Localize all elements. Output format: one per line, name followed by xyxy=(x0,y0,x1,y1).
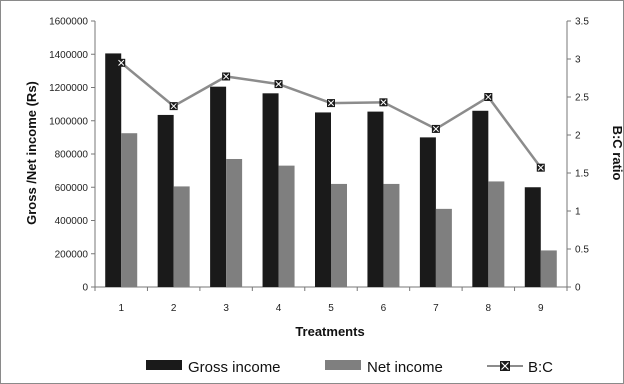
bar-net-income xyxy=(488,181,505,287)
x-axis-ticks: 1 2 3 4 5 6 7 8 9 xyxy=(94,287,568,314)
y-tick-label: 1000000 xyxy=(49,116,88,127)
bc-point-x-icon xyxy=(537,164,544,171)
legend-swatch-net xyxy=(325,360,361,370)
bar-gross-income xyxy=(419,137,436,287)
bc-point-x-icon xyxy=(118,59,125,66)
bar-gross-income xyxy=(524,187,541,287)
bar-gross-income xyxy=(472,110,489,288)
x-tick-label: 7 xyxy=(433,303,439,314)
y-tick-label: 800000 xyxy=(55,150,89,161)
bar-gross-income xyxy=(315,112,331,287)
y2-tick-label: 2 xyxy=(575,131,581,142)
bc-point-x-icon xyxy=(223,73,230,80)
x-axis-title: Treatments xyxy=(295,324,364,339)
bc-point-x-icon xyxy=(170,103,177,110)
legend-swatch-gross xyxy=(146,360,182,370)
x-tick-label: 8 xyxy=(486,303,492,314)
x-tick-label: 1 xyxy=(118,303,124,314)
bc-point-x-icon xyxy=(380,99,387,106)
y-axis-title: Gross /Net income (Rs) xyxy=(24,81,39,225)
legend-item-gross: Gross income xyxy=(146,359,281,376)
legend-item-bc: B:C xyxy=(487,359,553,376)
y2-tick-label: 1 xyxy=(575,207,581,218)
legend: Gross income Net income B:C xyxy=(146,359,553,376)
legend-label-bc: B:C xyxy=(528,359,553,376)
bc-point-x-icon xyxy=(485,93,492,101)
bar-net-income xyxy=(121,133,138,287)
y2-tick-label: 2.5 xyxy=(575,93,589,104)
x-tick-label: 4 xyxy=(276,303,282,314)
bar-gross-income xyxy=(262,93,279,287)
y2-axis-title: B:C ratio xyxy=(610,126,624,181)
bar-gross-income xyxy=(105,53,122,288)
y-tick-label: 0 xyxy=(82,283,88,294)
y-tick-label: 200000 xyxy=(55,249,89,260)
bar-gross-income xyxy=(157,114,174,288)
left-axis-ticks: 0 200000 400000 600000 800000 1000000 1200000 1… xyxy=(49,17,95,294)
bc-point-x-icon xyxy=(275,81,282,88)
y2-tick-label: 0 xyxy=(575,283,581,294)
x-tick-label: 3 xyxy=(223,303,229,314)
x-tick-label: 5 xyxy=(328,303,334,314)
bc-point-x-icon xyxy=(327,100,335,107)
bar-gross-income xyxy=(367,111,384,287)
plot-area xyxy=(94,21,568,288)
legend-label-gross: Gross income xyxy=(188,359,281,376)
bc-point-x-icon xyxy=(432,125,439,132)
bar-net-income xyxy=(540,250,557,287)
y2-tick-label: 0.5 xyxy=(575,245,589,256)
y2-tick-label: 1.5 xyxy=(575,169,589,180)
right-axis-ticks: 0 0.5 1 1.5 2 2.5 3 3.5 xyxy=(567,17,589,294)
y-tick-label: 1600000 xyxy=(49,17,88,28)
bar-net-income xyxy=(226,158,243,287)
x-tick-label: 9 xyxy=(538,303,544,314)
legend-item-net: Net income xyxy=(325,359,443,376)
bar-gross-income xyxy=(210,86,227,287)
legend-label-net: Net income xyxy=(367,359,443,376)
y-tick-label: 1200000 xyxy=(49,83,88,94)
y2-tick-label: 3 xyxy=(575,55,581,66)
x-tick-label: 6 xyxy=(381,303,387,314)
bar-net-income xyxy=(435,208,452,287)
bar-net-income xyxy=(278,165,295,287)
y-tick-label: 600000 xyxy=(55,183,89,194)
bar-net-income xyxy=(173,186,190,287)
bar-net-income xyxy=(331,183,347,287)
bar-net-income xyxy=(383,183,400,287)
y-tick-label: 1400000 xyxy=(49,50,88,61)
y-tick-label: 400000 xyxy=(55,216,89,227)
legend-marker-x-icon xyxy=(501,362,509,370)
x-tick-label: 2 xyxy=(171,303,177,314)
y2-tick-label: 3.5 xyxy=(575,17,589,28)
